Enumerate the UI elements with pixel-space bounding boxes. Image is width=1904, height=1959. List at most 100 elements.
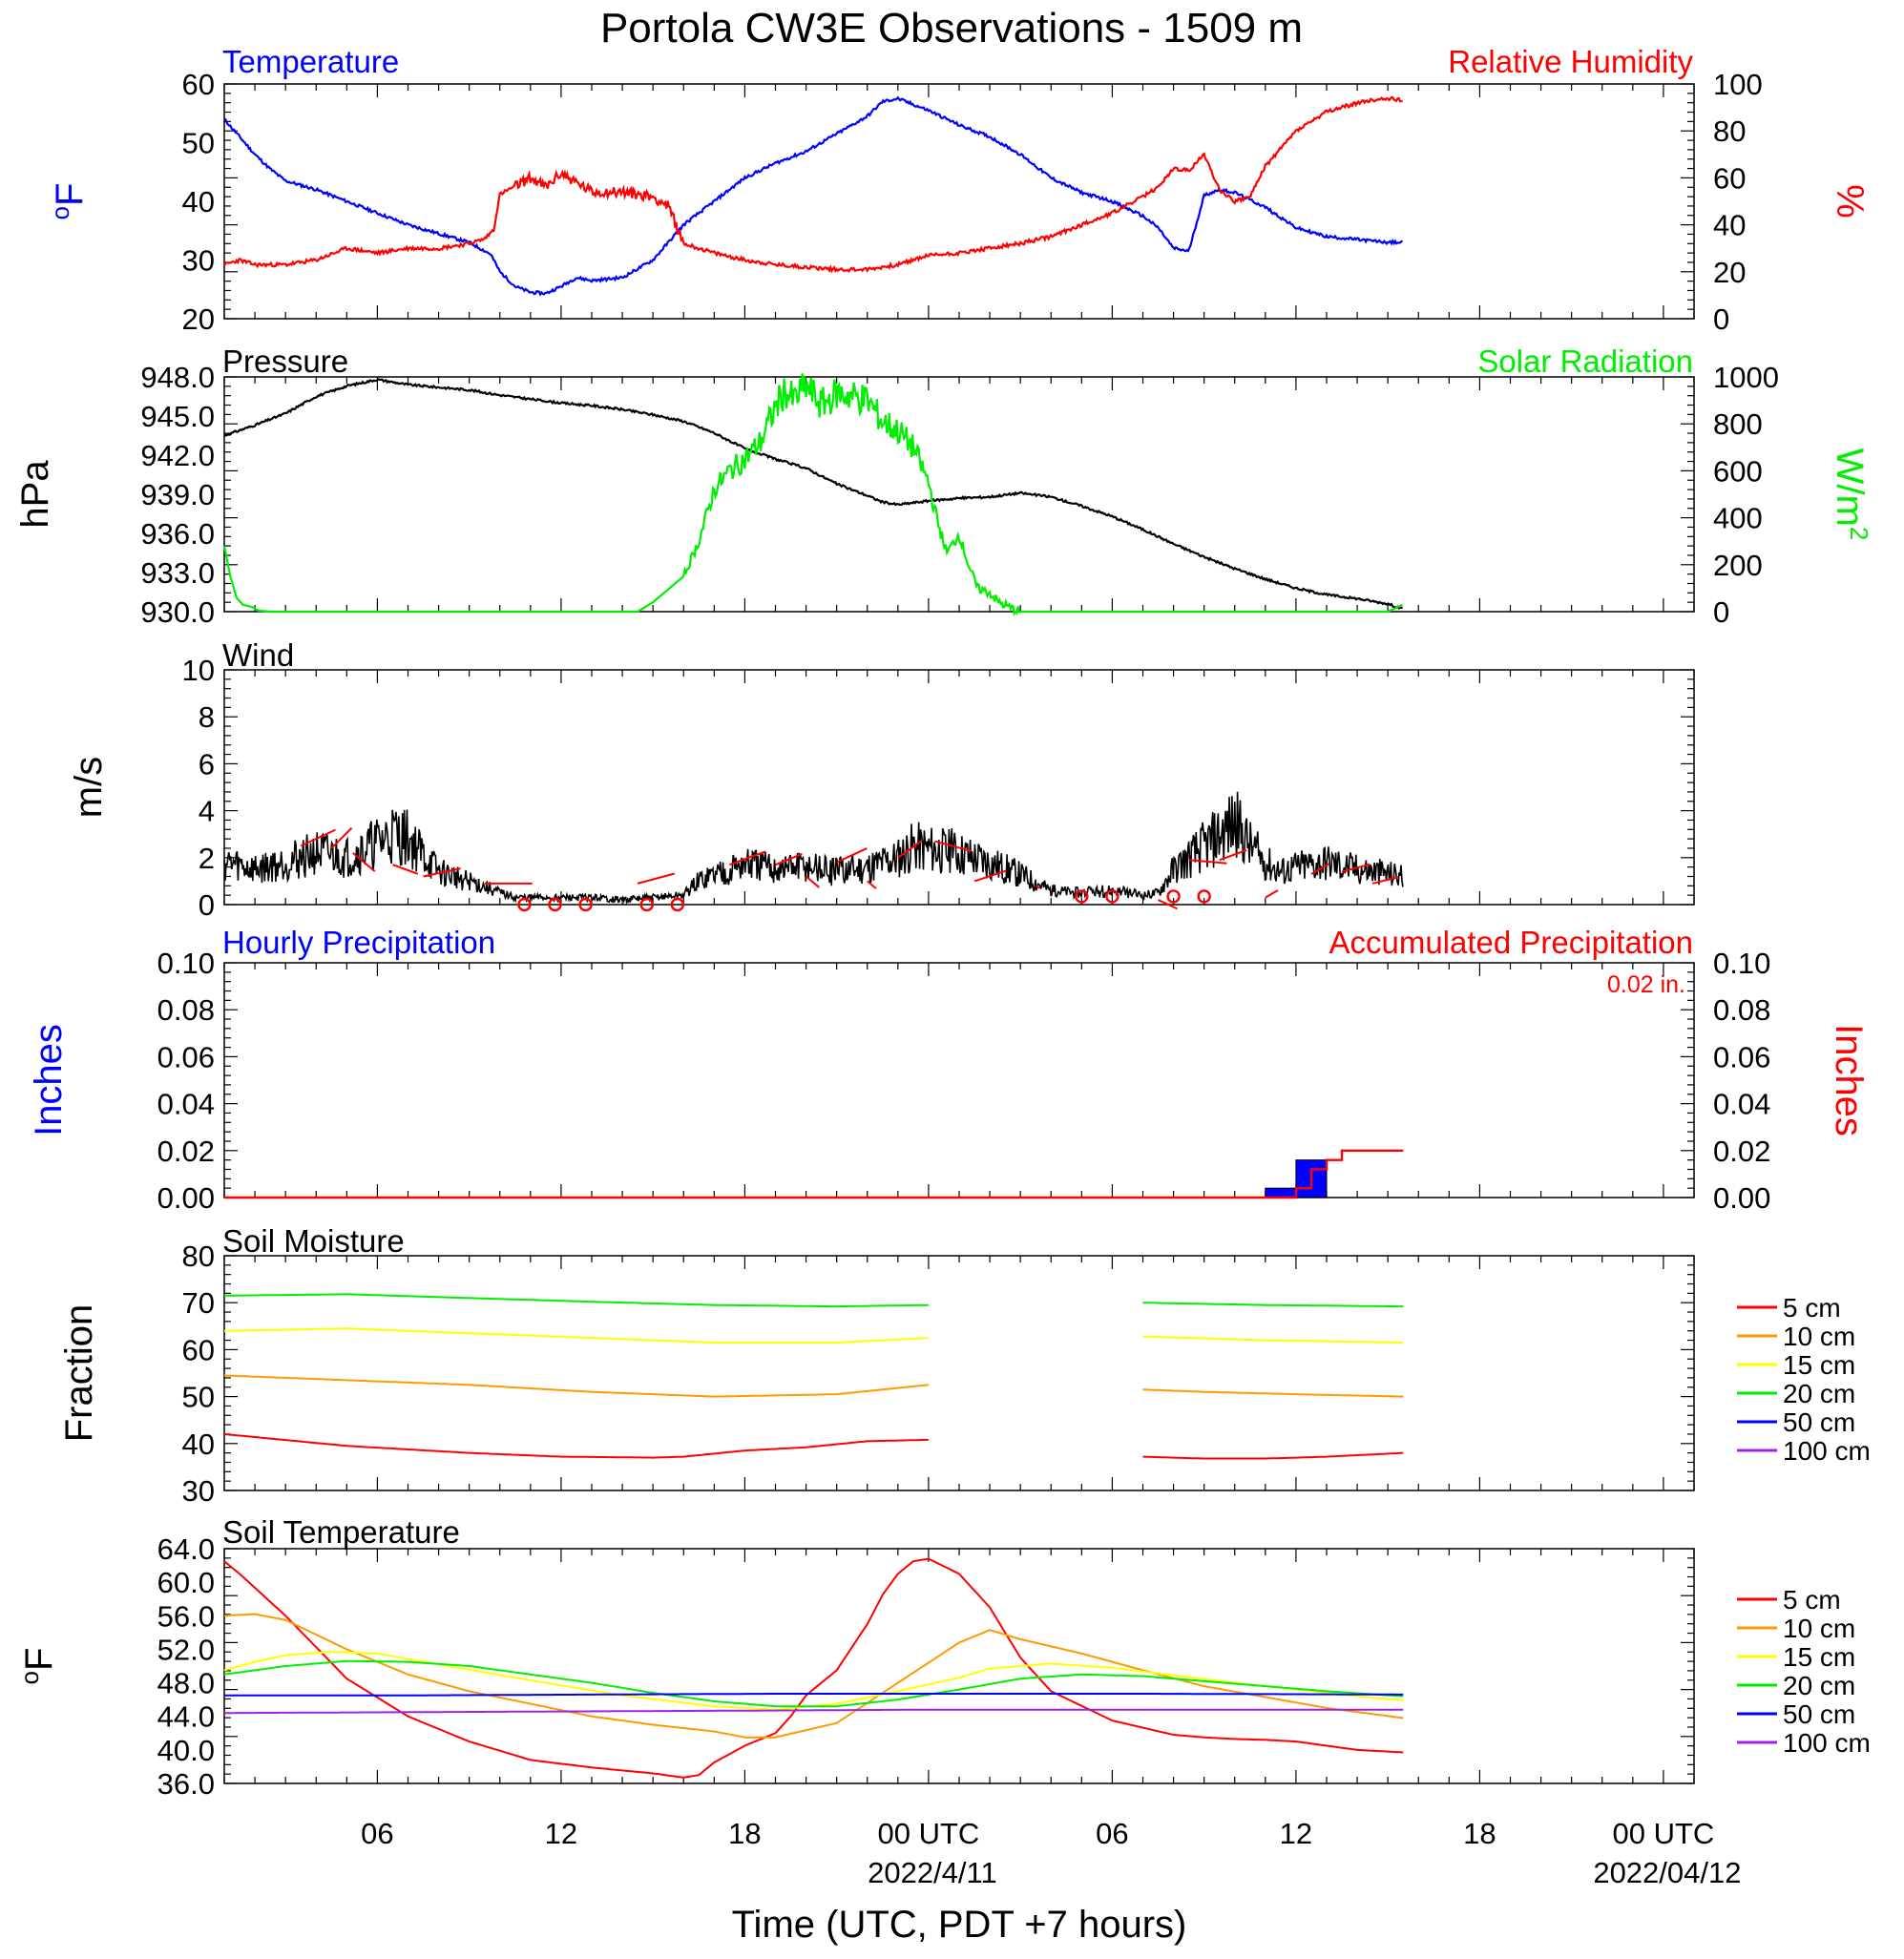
wind-direction-barb	[934, 840, 973, 852]
y-tick-label-right-pressure-solar: 200	[1713, 549, 1763, 582]
y-tick-label-left-pressure-solar: 930.0	[140, 595, 215, 629]
wind-calm-marker	[578, 897, 593, 912]
temperature-title: Temperature	[222, 44, 399, 79]
pressure-title: Pressure	[222, 344, 348, 379]
pressure-unit-label: hPa	[14, 460, 56, 529]
soil-temp-unit-degree: o	[15, 1671, 44, 1684]
wind-direction-barb	[423, 867, 461, 878]
y-tick-label-right-precip: 0.04	[1713, 1088, 1770, 1121]
figure-title: Portola CW3E Observations - 1509 m	[600, 5, 1303, 52]
y-tick-label-right-temp-rh: 100	[1713, 68, 1763, 101]
x-tick-date-label: 2022/04/12	[1593, 1856, 1741, 1889]
y-tick-label-left-wind: 6	[199, 747, 215, 781]
wind-direction-barb	[729, 850, 766, 866]
y-tick-label-right-temp-rh: 60	[1713, 161, 1746, 195]
y-tick-label-right-precip: 0.00	[1713, 1181, 1770, 1215]
accum-precip-title: Accumulated Precipitation	[1329, 925, 1693, 960]
wind-direction-barb	[973, 869, 1007, 883]
st-legend-label-10cm: 10 cm	[1783, 1614, 1855, 1643]
soil-temp-unit-f: F	[18, 1648, 60, 1671]
soil-temp-unit-label: oF	[15, 1648, 60, 1685]
panel-frame-temp-rh	[223, 83, 1695, 320]
y-tick-label-left-temp-rh: 20	[182, 302, 215, 336]
y-tick-label-right-pressure-solar: 600	[1713, 454, 1763, 488]
y-tick-label-right-pressure-solar: 800	[1713, 407, 1763, 441]
sm-legend-label-15cm: 15 cm	[1783, 1350, 1855, 1380]
wind-direction-barb	[300, 828, 336, 847]
wind-calm-marker	[639, 897, 654, 912]
y-tick-label-right-pressure-solar: 400	[1713, 502, 1763, 535]
y-tick-label-left-soil-moisture: 30	[182, 1474, 215, 1508]
soil-temp-line-5cm	[223, 1557, 1404, 1779]
y-tick-label-left-precip: 0.00	[157, 1181, 215, 1215]
solar-radiation-title: Solar Radiation	[1477, 344, 1693, 379]
relative-humidity-title: Relative Humidity	[1448, 44, 1693, 79]
y-tick-label-right-pressure-solar: 1000	[1713, 361, 1779, 394]
data-series	[222, 95, 1404, 1779]
wind-direction-barb	[352, 852, 376, 872]
y-tick-label-left-precip: 0.02	[157, 1135, 215, 1168]
y-tick-label-right-temp-rh: 0	[1713, 302, 1729, 336]
y-tick-label-left-soil-temp: 44.0	[157, 1700, 215, 1734]
x-tick-label: 06	[1096, 1817, 1128, 1850]
relative-humidity-line	[222, 95, 1403, 274]
soil-moisture-title: Soil Moisture	[222, 1223, 405, 1259]
y-tick-label-right-temp-rh: 20	[1713, 256, 1746, 289]
wind-direction-barb	[330, 827, 353, 849]
precip-right-unit-label: Inches	[1828, 1024, 1870, 1136]
y-tick-label-left-pressure-solar: 933.0	[140, 556, 215, 590]
x-tick-date-label: 2022/4/11	[868, 1856, 997, 1889]
y-tick-label-left-soil-moisture: 70	[182, 1286, 215, 1320]
soil-moisture-line-15cm	[1142, 1335, 1404, 1344]
solar-unit-sup: 2	[1845, 527, 1873, 540]
accum-precip-total: 0.02 in.	[1607, 971, 1685, 998]
accumulated-precip-line	[224, 1149, 1404, 1199]
y-tick-label-left-precip: 0.06	[157, 1040, 215, 1073]
y-tick-label-left-temp-rh: 50	[182, 127, 215, 160]
y-tick-label-left-soil-temp: 60.0	[157, 1566, 215, 1599]
wind-calm-marker	[1197, 889, 1211, 904]
x-tick-label: 18	[1463, 1817, 1496, 1850]
wind-direction-barb	[637, 872, 676, 885]
y-tick-label-left-pressure-solar: 936.0	[140, 517, 215, 551]
y-tick-label-left-soil-moisture: 80	[182, 1240, 215, 1273]
y-tick-label-right-precip: 0.10	[1713, 947, 1770, 980]
y-tick-label-left-temp-rh: 60	[182, 68, 215, 101]
x-tick-label: 18	[728, 1817, 761, 1850]
hourly-precip-bar	[1265, 1187, 1297, 1198]
soil-temp-line-20cm	[223, 1659, 1404, 1708]
wind-calm-marker	[1075, 889, 1089, 904]
soil-temp-line-100cm	[224, 1708, 1404, 1715]
st-legend-label-50cm: 50 cm	[1783, 1699, 1855, 1729]
x-tick-label: 12	[545, 1817, 577, 1850]
y-tick-label-left-soil-moisture: 60	[182, 1333, 215, 1366]
wind-direction-barb	[1341, 863, 1370, 873]
y-tick-label-right-pressure-solar: 0	[1713, 595, 1729, 629]
wind-direction-barb	[1035, 885, 1041, 889]
x-axis-label: Time (UTC, PDT +7 hours)	[732, 1904, 1187, 1946]
y-tick-label-left-wind: 10	[182, 654, 215, 687]
precip-left-unit-label: Inches	[28, 1024, 70, 1136]
y-tick-label-left-precip: 0.10	[157, 947, 215, 980]
sm-legend-label-50cm: 50 cm	[1783, 1407, 1855, 1437]
x-tick-label: 00 UTC	[878, 1817, 980, 1850]
wind-calm-marker	[1166, 889, 1181, 904]
wind-title: Wind	[222, 637, 294, 673]
y-tick-label-right-temp-rh: 40	[1713, 209, 1746, 242]
y-tick-label-left-pressure-solar: 948.0	[140, 361, 215, 394]
wind-direction-barb	[1371, 876, 1399, 885]
panel-frame-precip	[223, 962, 1695, 1198]
y-tick-label-left-pressure-solar: 939.0	[140, 478, 215, 511]
y-tick-label-left-soil-temp: 36.0	[157, 1767, 215, 1801]
wind-direction-barb	[867, 880, 877, 889]
sm-legend-label-100cm: 100 cm	[1783, 1436, 1871, 1466]
st-legend-label-5cm: 5 cm	[1783, 1585, 1841, 1615]
pressure-line	[223, 378, 1403, 611]
soil-moisture-line-10cm	[223, 1374, 929, 1398]
temperature-line	[223, 95, 1403, 297]
soil-moisture-line-20cm	[1142, 1302, 1404, 1308]
wind-direction-barb	[836, 847, 868, 864]
y-tick-label-left-soil-temp: 52.0	[157, 1633, 215, 1666]
